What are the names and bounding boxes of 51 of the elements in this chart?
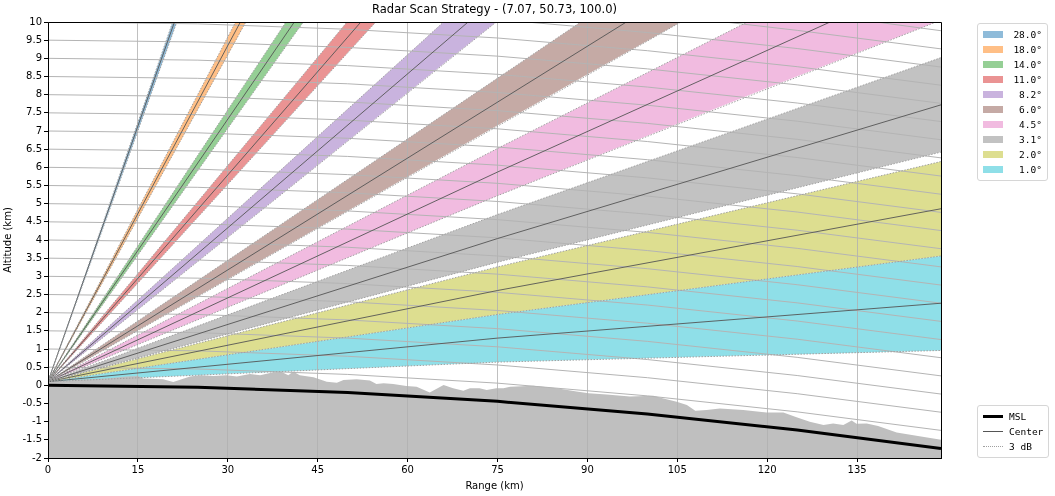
y-tick-label: 5.5 <box>26 179 42 191</box>
x-tick-label: 135 <box>847 463 867 475</box>
x-tick-label: 90 <box>581 463 594 475</box>
y-tick-label: -1 <box>32 415 42 427</box>
legend-label: 3 dB <box>1009 441 1033 452</box>
x-tick-label: 45 <box>311 463 325 475</box>
y-tick-label: 7.5 <box>26 106 42 118</box>
x-tick-label: 105 <box>667 463 687 475</box>
x-tick-label: 15 <box>131 463 145 475</box>
y-tick-label: 9.5 <box>26 33 42 45</box>
legend-label: 1.0° <box>1018 164 1042 175</box>
x-tick-label: 120 <box>757 463 777 475</box>
legend-label: 2.0° <box>1018 149 1042 160</box>
y-tick-label: 4 <box>35 233 42 245</box>
legend-label: 4.5° <box>1018 119 1042 130</box>
x-tick-label: 60 <box>401 463 414 475</box>
y-tick-label: 2 <box>35 306 42 318</box>
y-tick-label: 4.5 <box>26 215 42 227</box>
legend-label: 14.0° <box>1012 59 1042 70</box>
legend-label: 28.0° <box>1012 29 1042 40</box>
y-tick-label: 7 <box>35 124 42 136</box>
legend-label: 6.0° <box>1018 104 1042 115</box>
y-tick-label: 9 <box>35 51 42 63</box>
legend-label: MSL <box>1009 411 1028 422</box>
legend-label: 11.0° <box>1012 74 1042 85</box>
legend-label: Center <box>1009 426 1044 437</box>
x-tick-label: 75 <box>491 463 504 475</box>
y-tick-label: 0 <box>35 378 42 390</box>
y-tick-label: 8 <box>35 88 42 100</box>
legend-label: 3.1° <box>1018 134 1042 145</box>
y-tick-label: 3.5 <box>26 251 42 263</box>
y-tick-label: -2 <box>32 451 42 463</box>
y-tick-label: 0.5 <box>26 360 42 372</box>
y-tick-label: -0.5 <box>22 397 42 409</box>
y-tick-label: 1.5 <box>26 324 42 336</box>
y-tick-label: 10 <box>29 15 42 27</box>
y-tick-label: 3 <box>35 269 42 281</box>
y-tick-label: -1.5 <box>22 433 42 445</box>
legend-label: 8.2° <box>1018 89 1042 100</box>
y-tick-label: 6 <box>35 160 42 172</box>
legend-label: 18.0° <box>1012 44 1042 55</box>
x-axis-title: Range (km) <box>465 479 524 491</box>
x-tick-label: 0 <box>44 463 52 475</box>
y-tick-label: 5 <box>35 197 42 209</box>
y-tick-label: 2.5 <box>26 288 42 300</box>
y-tick-label: 8.5 <box>26 70 42 82</box>
chart-title: Radar Scan Strategy - (7.07, 50.73, 100.0) <box>372 1 617 16</box>
y-tick-label: 1 <box>35 342 42 354</box>
y-tick-label: 6.5 <box>26 142 42 154</box>
y-axis-title: Altitude (km) <box>1 207 13 273</box>
x-tick-label: 30 <box>221 463 235 475</box>
